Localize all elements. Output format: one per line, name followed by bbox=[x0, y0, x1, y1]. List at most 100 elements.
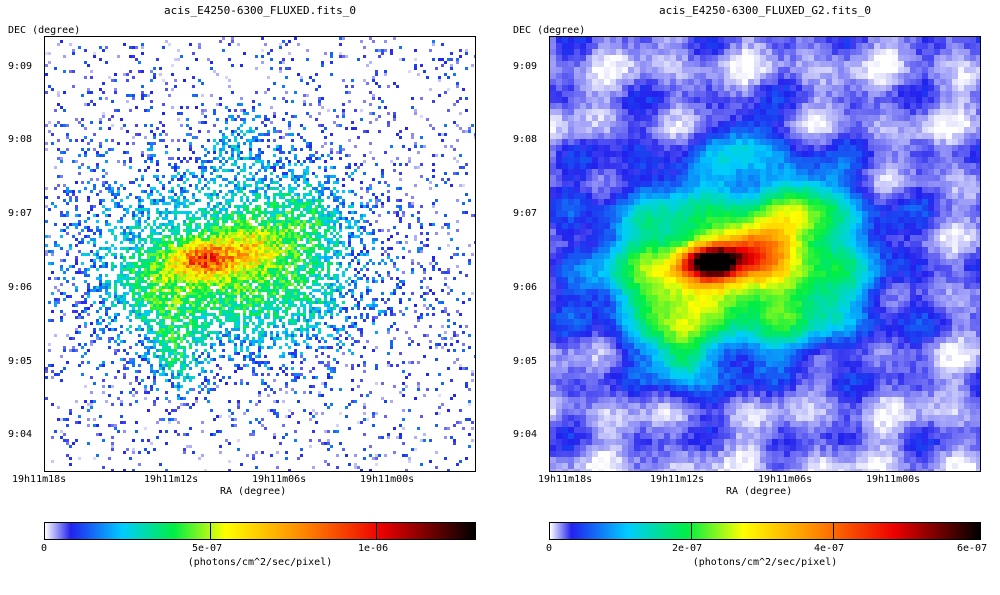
pixel bbox=[138, 265, 141, 268]
pixel bbox=[339, 283, 342, 286]
pixel bbox=[270, 217, 273, 220]
pixel bbox=[216, 73, 219, 76]
pixel bbox=[63, 124, 66, 127]
pixel bbox=[243, 247, 246, 250]
pixel bbox=[153, 307, 156, 310]
pixel bbox=[168, 229, 171, 232]
pixel bbox=[315, 208, 318, 211]
pixel bbox=[114, 247, 117, 250]
pixel bbox=[228, 271, 231, 274]
pixel bbox=[453, 361, 456, 364]
pixel bbox=[222, 232, 225, 235]
pixel bbox=[186, 322, 189, 325]
pixel bbox=[93, 259, 96, 262]
pixel bbox=[240, 103, 243, 106]
pixel bbox=[126, 268, 129, 271]
pixel bbox=[270, 277, 273, 280]
pixel bbox=[180, 175, 183, 178]
pixel bbox=[81, 262, 84, 265]
pixel bbox=[60, 292, 63, 295]
pixel bbox=[282, 220, 285, 223]
pixel bbox=[123, 298, 126, 301]
pixel bbox=[261, 301, 264, 304]
pixel bbox=[249, 232, 252, 235]
pixel bbox=[174, 286, 177, 289]
pixel bbox=[195, 358, 198, 361]
pixel bbox=[303, 244, 306, 247]
pixel bbox=[351, 127, 354, 130]
pixel bbox=[402, 271, 405, 274]
pixel bbox=[219, 262, 222, 265]
pixel bbox=[72, 283, 75, 286]
pixel bbox=[300, 352, 303, 355]
pixel bbox=[114, 286, 117, 289]
pixel bbox=[219, 298, 222, 301]
pixel bbox=[246, 178, 249, 181]
pixel bbox=[93, 289, 96, 292]
pixel bbox=[120, 205, 123, 208]
pixel bbox=[426, 313, 429, 316]
pixel bbox=[132, 292, 135, 295]
pixel bbox=[243, 163, 246, 166]
pixel bbox=[216, 238, 219, 241]
pixel bbox=[201, 166, 204, 169]
pixel bbox=[51, 250, 54, 253]
pixel bbox=[222, 241, 225, 244]
pixel bbox=[156, 349, 159, 352]
pixel bbox=[177, 211, 180, 214]
pixel bbox=[69, 199, 72, 202]
pixel bbox=[168, 244, 171, 247]
pixel bbox=[246, 262, 249, 265]
pixel bbox=[366, 289, 369, 292]
pixel bbox=[219, 268, 222, 271]
pixel bbox=[309, 274, 312, 277]
pixel bbox=[342, 178, 345, 181]
pixel bbox=[354, 322, 357, 325]
pixel bbox=[282, 187, 285, 190]
pixel bbox=[171, 349, 174, 352]
pixel bbox=[231, 316, 234, 319]
pixel bbox=[198, 232, 201, 235]
pixel bbox=[183, 196, 186, 199]
pixel bbox=[204, 244, 207, 247]
pixel bbox=[441, 346, 444, 349]
pixel bbox=[225, 169, 228, 172]
pixel bbox=[192, 289, 195, 292]
panel-left-image[interactable] bbox=[44, 36, 476, 472]
pixel bbox=[219, 304, 222, 307]
pixel bbox=[171, 358, 174, 361]
pixel bbox=[381, 49, 384, 52]
pixel bbox=[165, 277, 168, 280]
pixel bbox=[327, 220, 330, 223]
pixel bbox=[189, 295, 192, 298]
pixel bbox=[381, 52, 384, 55]
pixel bbox=[231, 115, 234, 118]
pixel bbox=[384, 49, 387, 52]
pixel bbox=[210, 160, 213, 163]
pixel bbox=[192, 241, 195, 244]
pixel bbox=[360, 298, 363, 301]
pixel bbox=[267, 163, 270, 166]
pixel bbox=[450, 64, 453, 67]
pixel bbox=[462, 301, 465, 304]
pixel bbox=[48, 235, 51, 238]
pixel bbox=[390, 307, 393, 310]
pixel bbox=[213, 145, 216, 148]
pixel bbox=[468, 259, 471, 262]
pixel bbox=[177, 358, 180, 361]
pixel bbox=[249, 256, 252, 259]
pixel bbox=[342, 109, 345, 112]
pixel bbox=[102, 283, 105, 286]
pixel bbox=[372, 277, 375, 280]
pixel bbox=[69, 223, 72, 226]
pixel bbox=[228, 340, 231, 343]
pixel bbox=[273, 163, 276, 166]
pixel bbox=[174, 304, 177, 307]
pixel bbox=[138, 277, 141, 280]
pixel bbox=[264, 208, 267, 211]
pixel bbox=[387, 361, 390, 364]
pixel bbox=[177, 148, 180, 151]
pixel bbox=[381, 259, 384, 262]
pixel bbox=[363, 274, 366, 277]
pixel bbox=[162, 343, 165, 346]
